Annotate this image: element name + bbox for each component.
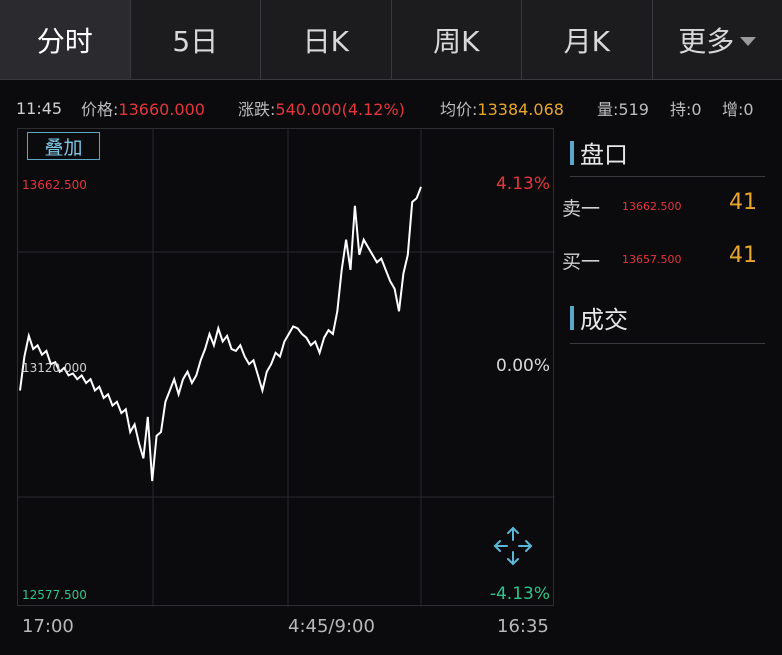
open-interest-value: 持:0: [670, 100, 702, 119]
intraday-chart[interactable]: [17, 128, 555, 607]
bid-qty: 41: [729, 243, 757, 268]
tab-monthly-k[interactable]: 月K: [522, 0, 653, 79]
x-label-end: 16:35: [497, 616, 549, 637]
tab-label: 5日: [172, 24, 219, 58]
fullscreen-expand-icon[interactable]: [491, 524, 535, 568]
avg-label: 均价:: [440, 100, 478, 119]
ask-price: 13662.500: [622, 200, 682, 213]
order-book-title: 盘口: [570, 135, 628, 170]
change-field: 涨跌:540.000(4.12%): [238, 96, 405, 120]
price-label: 价格:: [81, 100, 119, 119]
y-low-label: 12577.500: [22, 588, 87, 602]
y-high-label: 13662.500: [22, 178, 87, 192]
chart-canvas: [18, 129, 555, 607]
trades-title-text: 成交: [580, 306, 628, 334]
price-value: 13660.000: [118, 100, 205, 119]
tab-label: 月K: [563, 24, 610, 58]
bid-price: 13657.500: [622, 253, 682, 266]
period-tabs: 分时 5日 日K 周K 月K 更多: [0, 0, 782, 80]
title-accent-bar: [570, 305, 574, 330]
tab-more[interactable]: 更多: [653, 0, 782, 79]
pct-mid-label: 0.00%: [495, 356, 550, 376]
ask-qty: 41: [729, 190, 757, 215]
chart-grid: [18, 129, 555, 607]
tab-intraday[interactable]: 分时: [0, 0, 131, 79]
price-field: 价格:13660.000: [81, 96, 205, 120]
quote-info-bar: 11:45 价格:13660.000 涨跌:540.000(4.12%) 均价:…: [0, 90, 782, 126]
pct-low-label: -4.13%: [489, 584, 550, 604]
x-label-start: 17:00: [22, 616, 74, 637]
bid-label: 买一: [562, 251, 601, 273]
tab-5day[interactable]: 5日: [131, 0, 261, 79]
overlay-button[interactable]: 叠加: [27, 132, 100, 160]
ask-row: 卖一 13662.500 41: [562, 190, 762, 220]
volume-value: 量:519: [597, 100, 649, 119]
order-book-title-text: 盘口: [580, 141, 628, 169]
quote-time: 11:45: [16, 98, 63, 118]
avg-field: 均价:13384.068: [440, 96, 564, 120]
increase-value: 增:0: [722, 100, 754, 119]
tab-label: 分时: [36, 24, 93, 58]
panel-divider: [570, 343, 765, 344]
bid-row: 买一 13657.500 41: [562, 243, 762, 273]
avg-value: 13384.068: [477, 100, 564, 119]
tab-weekly-k[interactable]: 周K: [392, 0, 522, 79]
panel-divider: [570, 176, 765, 177]
tab-label: 日K: [302, 24, 349, 58]
ask-label: 卖一: [562, 198, 601, 220]
price-series-line: [19, 186, 422, 482]
x-label-mid: 4:45/9:00: [288, 616, 375, 637]
tab-label: 更多: [678, 24, 735, 58]
tab-label: 周K: [433, 24, 480, 58]
change-label: 涨跌:: [238, 100, 276, 119]
y-mid-label: 13120.000: [22, 361, 87, 375]
title-accent-bar: [570, 140, 574, 165]
dropdown-caret-icon: [740, 37, 757, 46]
pct-high-label: 4.13%: [495, 174, 550, 194]
trades-title: 成交: [570, 300, 628, 335]
tab-daily-k[interactable]: 日K: [261, 0, 392, 79]
change-value: 540.000(4.12%): [275, 100, 405, 119]
